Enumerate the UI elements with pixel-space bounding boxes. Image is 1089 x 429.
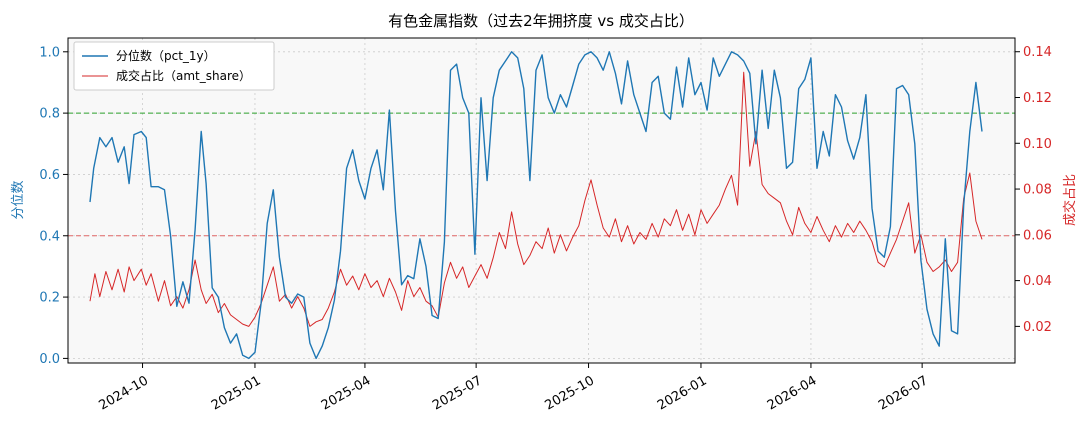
series bbox=[89, 51, 983, 360]
x-tick-label-6: 2026-04 bbox=[765, 373, 820, 413]
y-right-tick-label-2: 0.06 bbox=[1023, 228, 1052, 243]
plot-frame bbox=[67, 37, 1016, 364]
series-line-pct bbox=[89, 51, 983, 360]
y-right-tick-label-4: 0.10 bbox=[1023, 137, 1052, 152]
y-axis-right-label: 成交占比 bbox=[1062, 174, 1078, 226]
y-left-tick-label-4: 0.8 bbox=[39, 107, 60, 122]
y-right-tick-label-3: 0.08 bbox=[1023, 183, 1052, 198]
legend-box bbox=[73, 41, 275, 91]
series-line-amt bbox=[89, 71, 983, 327]
y-right-tick-label-0: 0.02 bbox=[1023, 320, 1052, 335]
x-tick-label-5: 2026-01 bbox=[655, 373, 710, 413]
legend-label-amt: 成交占比（amt_share） bbox=[116, 68, 251, 83]
y-right-tick-label-6: 0.14 bbox=[1023, 45, 1052, 60]
y-right-tick-label-5: 0.12 bbox=[1023, 91, 1052, 106]
chart-title: 有色金属指数（过去2年拥挤度 vs 成交占比） bbox=[388, 12, 694, 30]
x-tick-label-3: 2025-07 bbox=[430, 373, 485, 413]
x-tick-label-0: 2024-10 bbox=[97, 373, 152, 413]
y-axis-left-label: 分位数 bbox=[11, 180, 26, 219]
y-right-tick-label-1: 0.04 bbox=[1023, 274, 1052, 289]
reference-lines bbox=[68, 112, 1015, 237]
y-left-tick-label-0: 0.0 bbox=[39, 352, 60, 367]
x-tick-label-2: 2025-04 bbox=[319, 373, 374, 413]
y-left-tick-label-5: 1.0 bbox=[39, 45, 60, 60]
legend-label-pct: 分位数（pct_1y） bbox=[116, 48, 216, 63]
plot-area bbox=[68, 38, 1015, 363]
x-tick-label-4: 2025-10 bbox=[543, 373, 598, 413]
y-left-tick-label-1: 0.2 bbox=[39, 291, 60, 306]
grid bbox=[68, 38, 1015, 363]
x-tick-label-7: 2026-07 bbox=[876, 373, 931, 413]
legend: 分位数（pct_1y） 成交占比（amt_share） bbox=[73, 41, 275, 91]
x-tick-label-1: 2025-01 bbox=[209, 373, 264, 413]
y-left-tick-label-2: 0.4 bbox=[39, 229, 60, 244]
y-left-tick-label-3: 0.6 bbox=[39, 168, 60, 183]
